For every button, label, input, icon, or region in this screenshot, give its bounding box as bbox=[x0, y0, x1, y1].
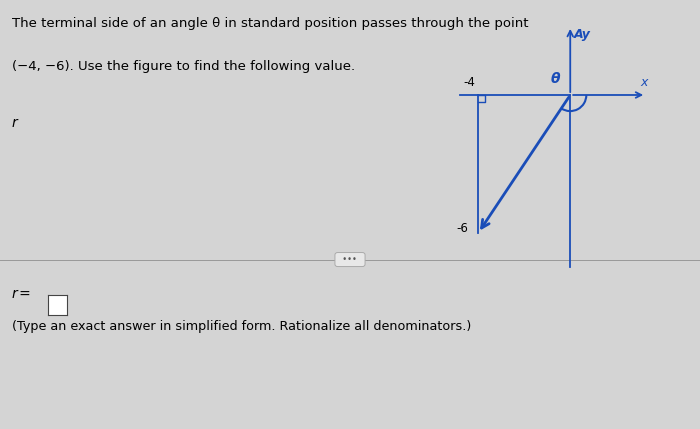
Text: x: x bbox=[640, 76, 648, 89]
Text: (−4, −6). Use the figure to find the following value.: (−4, −6). Use the figure to find the fol… bbox=[12, 60, 355, 73]
Text: The terminal side of an angle θ in standard position passes through the point: The terminal side of an angle θ in stand… bbox=[12, 17, 528, 30]
Text: -4: -4 bbox=[463, 76, 475, 88]
Text: θ: θ bbox=[550, 72, 560, 86]
Text: r: r bbox=[12, 116, 18, 130]
Text: (Type an exact answer in simplified form. Rationalize all denominators.): (Type an exact answer in simplified form… bbox=[12, 320, 471, 332]
Text: Ay: Ay bbox=[574, 28, 591, 41]
Text: r =: r = bbox=[12, 287, 31, 301]
Text: -6: -6 bbox=[456, 222, 468, 235]
Text: •••: ••• bbox=[337, 255, 363, 264]
